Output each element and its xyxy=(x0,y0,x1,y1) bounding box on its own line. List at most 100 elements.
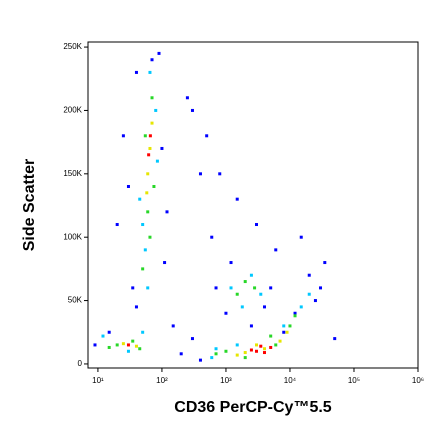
data-point xyxy=(282,324,286,328)
data-point xyxy=(269,334,273,338)
data-point xyxy=(131,286,135,290)
data-point xyxy=(253,286,257,290)
data-point xyxy=(313,299,317,303)
x-tick-label: 10⁶ xyxy=(412,376,424,385)
y-tick-label: 0 xyxy=(78,359,83,368)
data-point xyxy=(307,292,311,296)
data-point xyxy=(254,223,258,227)
data-point xyxy=(101,334,105,338)
data-point xyxy=(148,134,152,138)
data-point xyxy=(131,339,135,343)
data-point xyxy=(143,134,147,138)
data-point xyxy=(134,305,138,309)
data-point xyxy=(126,184,130,188)
y-tick-label: 200K xyxy=(63,106,82,115)
data-point xyxy=(319,286,323,290)
x-tick-label: 10⁴ xyxy=(284,376,297,385)
x-axis-label: CD36 PerCP-Cy™5.5 xyxy=(174,399,332,416)
data-point xyxy=(115,343,119,347)
data-point xyxy=(278,339,282,343)
data-point xyxy=(190,337,194,341)
data-point xyxy=(262,351,266,355)
data-point xyxy=(163,261,167,265)
data-point xyxy=(126,349,130,353)
data-point xyxy=(218,172,222,176)
data-point xyxy=(214,286,218,290)
data-point xyxy=(269,345,273,349)
data-point xyxy=(262,347,266,351)
data-point xyxy=(126,343,130,347)
data-point xyxy=(148,235,152,239)
data-point xyxy=(198,358,202,362)
data-point xyxy=(150,121,154,125)
plot-frame xyxy=(87,41,419,369)
data-point xyxy=(107,330,111,334)
data-point xyxy=(134,70,138,74)
data-point xyxy=(138,197,142,201)
data-point xyxy=(121,134,125,138)
data-point xyxy=(190,108,194,112)
data-point xyxy=(323,261,327,265)
data-point xyxy=(282,330,286,334)
data-point xyxy=(240,305,244,309)
data-point xyxy=(179,352,183,356)
data-point xyxy=(157,51,161,55)
data-point xyxy=(243,280,247,284)
data-point xyxy=(235,343,239,347)
data-point xyxy=(229,286,233,290)
data-point xyxy=(145,191,149,195)
x-tick-label: 10¹ xyxy=(92,376,104,385)
data-point xyxy=(293,314,297,318)
data-point xyxy=(249,273,253,277)
data-point xyxy=(146,286,150,290)
x-tick-label: 10² xyxy=(156,376,168,385)
y-axis-label: Side Scatter xyxy=(21,159,38,251)
data-point xyxy=(152,184,156,188)
data-point xyxy=(147,153,151,157)
data-point xyxy=(235,292,239,296)
data-point xyxy=(254,343,258,347)
data-point xyxy=(165,210,169,214)
data-point xyxy=(141,267,145,271)
data-point xyxy=(146,210,150,214)
data-point xyxy=(229,261,233,265)
data-point xyxy=(269,286,273,290)
data-point xyxy=(259,292,263,296)
data-point xyxy=(154,108,158,112)
y-tick-label: 50K xyxy=(68,296,83,305)
data-point xyxy=(115,223,119,227)
data-point xyxy=(274,343,278,347)
data-point xyxy=(299,305,303,309)
data-point xyxy=(243,356,247,360)
data-point xyxy=(224,311,228,315)
data-point xyxy=(198,172,202,176)
data-point xyxy=(262,305,266,309)
data-point xyxy=(185,96,189,100)
data-point xyxy=(333,337,337,341)
data-point xyxy=(235,353,239,357)
data-point xyxy=(150,58,154,62)
data-point xyxy=(214,347,218,351)
data-point xyxy=(274,248,278,252)
data-point xyxy=(150,96,154,100)
data-point xyxy=(148,146,152,150)
data-point xyxy=(235,197,239,201)
data-point xyxy=(93,343,97,347)
data-point xyxy=(155,159,159,163)
data-point xyxy=(285,330,289,334)
y-tick-label: 150K xyxy=(63,169,82,178)
data-point xyxy=(254,349,258,353)
data-point xyxy=(259,344,263,348)
data-point xyxy=(249,348,253,352)
data-point xyxy=(160,146,164,150)
data-point xyxy=(224,349,228,353)
data-point xyxy=(121,342,125,346)
data-point xyxy=(143,248,147,252)
data-point xyxy=(214,352,218,356)
data-point xyxy=(243,351,247,355)
data-point xyxy=(134,344,138,348)
data-point xyxy=(107,345,111,349)
y-tick-label: 250K xyxy=(63,42,82,51)
